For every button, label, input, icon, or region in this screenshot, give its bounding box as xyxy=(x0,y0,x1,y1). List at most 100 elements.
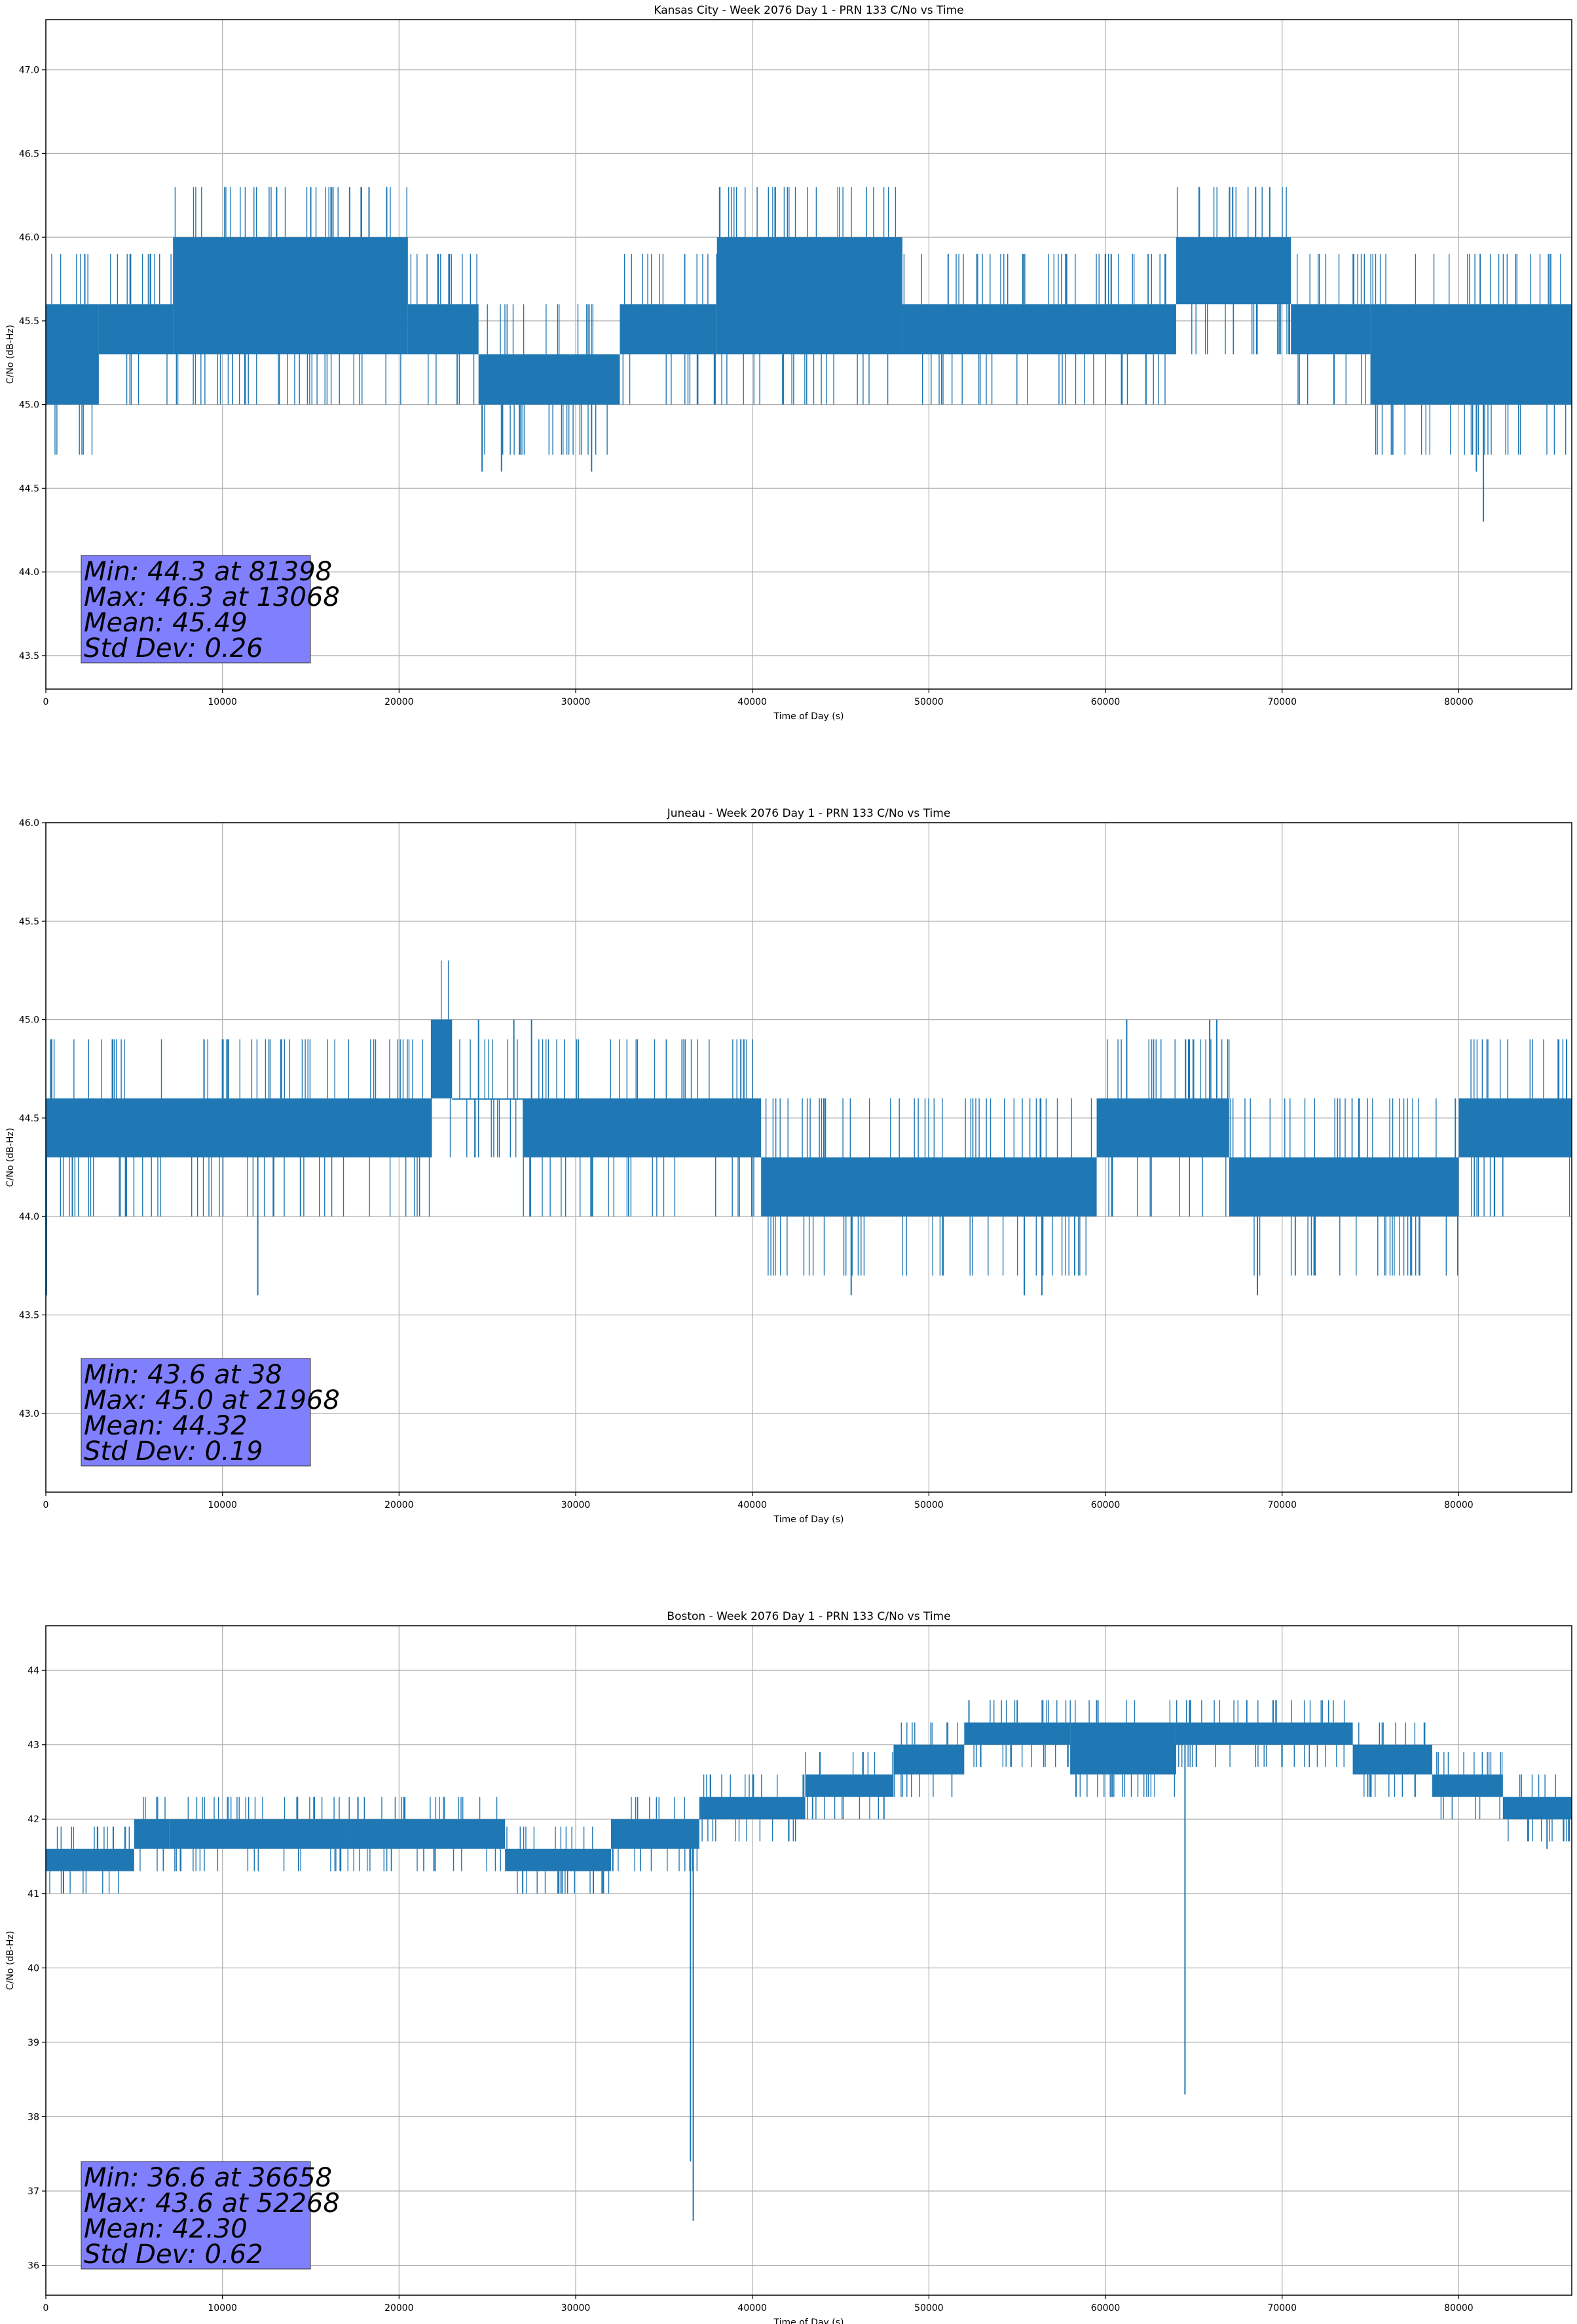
y-tick-label: 36 xyxy=(28,2261,39,2272)
series-noise xyxy=(174,187,407,405)
series-band xyxy=(1502,1797,1572,1820)
series-noise xyxy=(765,1098,1092,1276)
chart-panel-3: 0 10000 20000 30000 40000 50000 60000 70000 8000… xyxy=(5,1610,1572,2324)
chart-panel-1: 0 10000 20000 30000 40000 50000 60000 70000 8000… xyxy=(5,4,1572,722)
series-noise xyxy=(718,187,897,405)
series-band xyxy=(893,1744,965,1775)
series-noise xyxy=(973,1700,1069,1767)
y-tick-label: 44.0 xyxy=(19,1212,39,1222)
series-noise xyxy=(1107,1039,1230,1217)
y-tick-label: 44.5 xyxy=(19,483,39,494)
x-tick-label: 40000 xyxy=(737,1500,767,1510)
y-tick-label: 43.5 xyxy=(19,651,39,662)
series-line xyxy=(46,1700,1572,2221)
series-noise xyxy=(1436,1752,1503,1820)
series-noise xyxy=(430,960,451,1157)
stats-line: Mean: 44.32 xyxy=(84,1411,248,1441)
y-tick-label: 45.5 xyxy=(19,316,39,327)
series-noise xyxy=(347,1797,501,1871)
x-tick-label: 10000 xyxy=(208,2303,237,2314)
stats-line: Min: 43.6 at 38 xyxy=(84,1360,282,1390)
series-noise xyxy=(50,1039,430,1217)
series-band xyxy=(1229,1157,1459,1217)
x-tick-label: 60000 xyxy=(1091,2303,1121,2314)
series-band xyxy=(1176,237,1291,305)
series-band xyxy=(523,1098,762,1157)
series-band xyxy=(1352,1744,1432,1775)
series-band xyxy=(1291,304,1371,354)
series-noise xyxy=(805,1752,893,1820)
series-band xyxy=(761,1157,1097,1217)
series-noise xyxy=(506,1826,610,1894)
chart-title: Kansas City - Week 2076 Day 1 - PRN 133 … xyxy=(654,4,963,17)
series-band xyxy=(46,1098,431,1157)
series-noise xyxy=(1370,253,1567,455)
series-band xyxy=(98,304,174,354)
y-tick-label: 45.0 xyxy=(19,400,39,411)
stats-line: Max: 45.0 at 21968 xyxy=(84,1385,340,1415)
y-tick-label: 46.0 xyxy=(19,233,39,243)
series-band xyxy=(1370,304,1572,405)
series-noise xyxy=(459,1039,518,1157)
x-tick-label: 0 xyxy=(43,1500,49,1510)
x-tick-label: 30000 xyxy=(561,697,591,707)
series-band xyxy=(346,1819,506,1849)
series-band xyxy=(173,237,408,354)
series-band xyxy=(452,1098,523,1100)
y-tick-label: 44.5 xyxy=(19,1114,39,1124)
y-tick-label: 44 xyxy=(28,1666,39,1676)
y-tick-label: 43 xyxy=(28,1740,39,1751)
y-tick-label: 37 xyxy=(28,2186,39,2197)
series-noise xyxy=(1176,1700,1345,1767)
x-tick-label: 40000 xyxy=(737,2303,767,2314)
x-tick-label: 80000 xyxy=(1444,697,1474,707)
x-tick-label: 10000 xyxy=(208,697,237,707)
y-tick-label: 38 xyxy=(28,2112,39,2122)
x-tick-label: 30000 xyxy=(561,1500,591,1510)
x-tick-label: 50000 xyxy=(914,1500,944,1510)
chart-panel-2: 0 10000 20000 30000 40000 50000 60000 70000 8000… xyxy=(5,807,1572,1525)
series-noise xyxy=(612,1797,697,1871)
axes-frame xyxy=(45,822,1572,1493)
series-noise xyxy=(523,1039,754,1217)
series-band xyxy=(407,304,479,354)
stats-line: Min: 36.6 at 36658 xyxy=(84,2163,332,2193)
series-noise xyxy=(701,1774,805,1842)
series-band xyxy=(134,1819,170,1849)
chart-title: Boston - Week 2076 Day 1 - PRN 133 C/No … xyxy=(667,1610,950,1623)
x-tick-label: 20000 xyxy=(384,1500,414,1510)
y-tick-label: 39 xyxy=(28,2038,39,2048)
x-axis-label: Time of Day (s) xyxy=(773,1514,844,1525)
series-band xyxy=(169,1819,346,1849)
series-noise xyxy=(903,253,1166,405)
x-tick-label: 50000 xyxy=(914,697,944,707)
stats-line: Mean: 45.49 xyxy=(84,608,248,638)
series-noise xyxy=(1229,1098,1458,1276)
series-band xyxy=(1070,1722,1176,1775)
x-tick-label: 20000 xyxy=(384,2303,414,2314)
series-noise xyxy=(1470,1039,1570,1217)
x-tick-label: 80000 xyxy=(1444,2303,1474,2314)
x-tick-label: 70000 xyxy=(1267,2303,1297,2314)
y-tick-label: 47.0 xyxy=(19,66,39,76)
series-noise xyxy=(110,253,172,405)
series-band xyxy=(1458,1098,1572,1157)
x-tick-label: 0 xyxy=(43,2303,49,2314)
series-line xyxy=(46,960,1572,1296)
series-band xyxy=(716,237,902,354)
stats-box xyxy=(81,1358,311,1467)
y-tick-label: 43.0 xyxy=(19,1409,39,1419)
series-band xyxy=(610,1819,699,1849)
stats-box xyxy=(81,555,311,664)
series-noise xyxy=(49,1826,130,1894)
x-tick-label: 70000 xyxy=(1267,1500,1297,1510)
y-tick-label: 40 xyxy=(28,1963,39,1974)
series-noise xyxy=(410,253,477,405)
series-band xyxy=(964,1722,1071,1745)
y-tick-label: 42 xyxy=(28,1814,39,1825)
series-band xyxy=(505,1848,611,1871)
series-band xyxy=(902,304,1176,354)
x-tick-label: 20000 xyxy=(384,697,414,707)
x-tick-label: 50000 xyxy=(914,2303,944,2314)
